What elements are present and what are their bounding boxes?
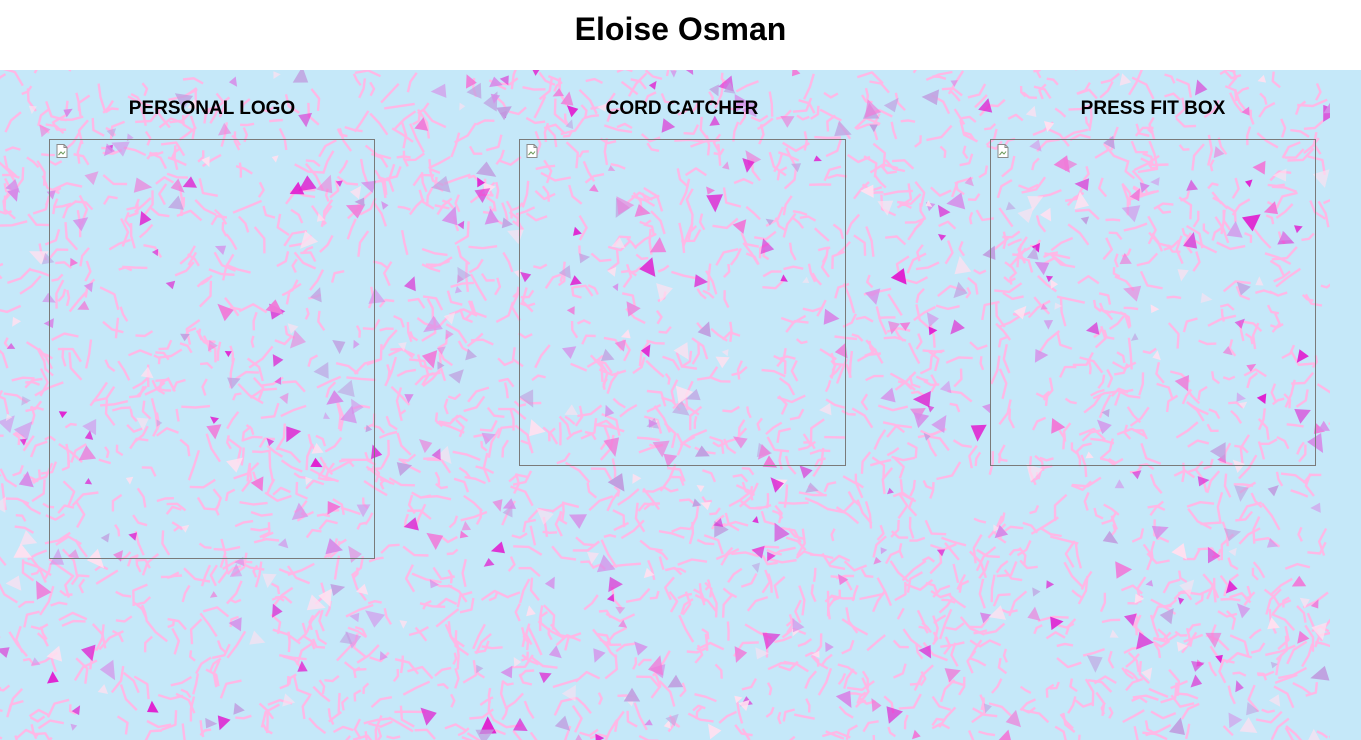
project-title-cord-catcher[interactable]: CORD CATCHER xyxy=(605,98,759,119)
project-image-press-fit-box[interactable] xyxy=(990,139,1316,466)
project-card-cord-catcher[interactable]: CORD CATCHER xyxy=(512,70,852,120)
broken-image-icon xyxy=(56,144,68,158)
broken-image-icon xyxy=(997,144,1009,158)
project-title-personal-logo[interactable]: PERSONAL LOGO xyxy=(128,98,296,119)
confetti-background xyxy=(0,70,1330,740)
project-title-press-fit-box[interactable]: PRESS FIT BOX xyxy=(1080,98,1226,119)
project-card-press-fit-box[interactable]: PRESS FIT BOX xyxy=(983,70,1323,120)
broken-image-icon xyxy=(526,144,538,158)
project-image-personal-logo[interactable] xyxy=(49,139,375,559)
project-image-cord-catcher[interactable] xyxy=(519,139,846,466)
project-card-personal-logo[interactable]: PERSONAL LOGO xyxy=(42,70,382,120)
page-title: Eloise Osman xyxy=(574,11,787,47)
project-gallery: PERSONAL LOGO CORD CATCHER PRESS FIT BOX xyxy=(0,70,1361,740)
site-header: Eloise Osman xyxy=(0,0,1361,70)
